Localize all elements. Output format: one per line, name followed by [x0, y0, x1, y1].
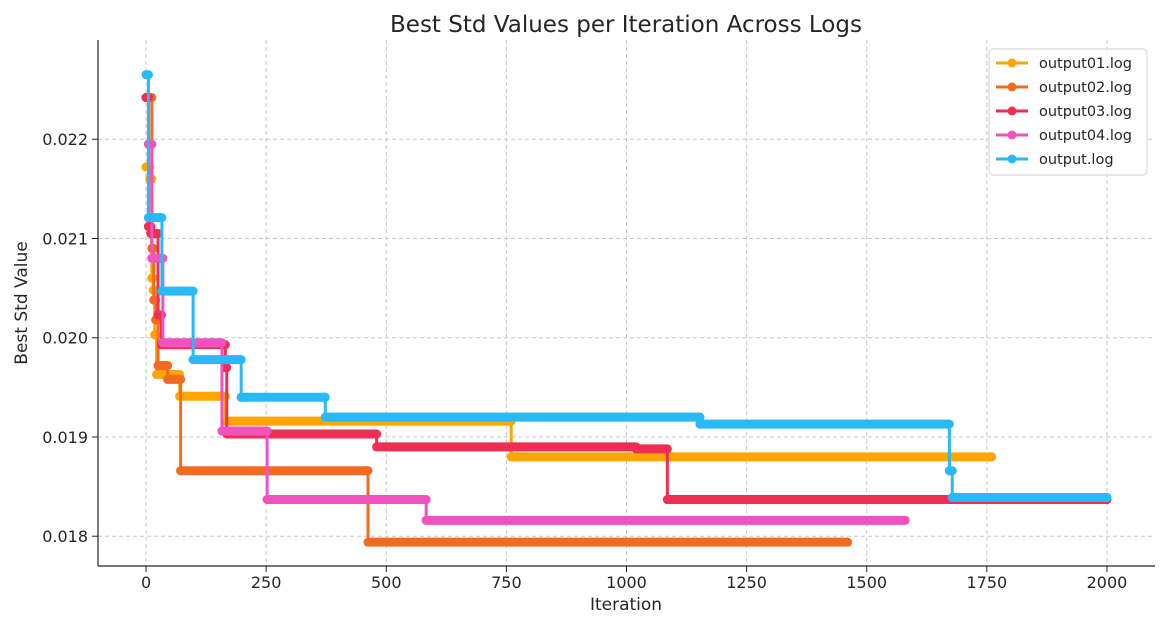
data-point — [147, 253, 157, 263]
x-tick-label: 1750 — [966, 573, 1007, 592]
series-line — [146, 96, 848, 544]
data-point — [152, 369, 162, 379]
x-tick-label: 1250 — [726, 573, 767, 592]
data-point — [235, 355, 245, 365]
data-point — [631, 444, 641, 454]
data-point — [320, 412, 330, 422]
data-point — [319, 392, 329, 402]
series-line — [148, 142, 906, 522]
data-point — [236, 392, 246, 402]
x-tick-label: 250 — [251, 573, 282, 592]
data-point — [944, 466, 954, 476]
data-point — [176, 466, 186, 476]
y-tick-label: 0.021 — [42, 229, 88, 248]
data-point — [163, 374, 173, 384]
ticks: 0 250 500 750 1000 1250 1500 1750 2000 0.018 0.019… — [42, 130, 1127, 592]
series-layer — [141, 70, 1112, 547]
data-point — [943, 419, 953, 429]
legend-item: output01.log — [996, 56, 1132, 72]
x-tick-label: 1000 — [606, 573, 647, 592]
data-point — [372, 442, 382, 452]
data-point — [216, 338, 226, 348]
data-point — [187, 286, 197, 296]
data-point — [420, 495, 430, 505]
legend-label: output01.log — [1039, 56, 1132, 72]
data-point — [153, 361, 163, 371]
series-output02-log — [141, 93, 853, 547]
data-point — [694, 412, 704, 422]
legend-item: output03.log — [996, 104, 1132, 120]
data-point — [363, 537, 373, 547]
legend-swatch-marker — [1007, 82, 1017, 92]
legend-box — [988, 48, 1148, 176]
data-point — [158, 338, 168, 348]
data-point — [141, 70, 151, 80]
legend-swatch-marker — [1007, 154, 1017, 164]
x-tick-label: 0 — [141, 573, 151, 592]
legend-label: output02.log — [1039, 80, 1132, 96]
legend-swatch-marker — [1007, 130, 1017, 140]
data-point — [843, 537, 853, 547]
data-point — [421, 515, 431, 525]
legend: output01.log output02.log output03.log outp… — [988, 48, 1148, 176]
data-point — [217, 426, 227, 436]
x-axis-label: Iteration — [590, 595, 662, 615]
data-point — [157, 286, 167, 296]
legend-label: output.log — [1039, 152, 1114, 168]
y-tick-label: 0.018 — [42, 527, 88, 546]
data-point — [155, 213, 165, 223]
data-point — [261, 426, 271, 436]
x-tick-label: 500 — [371, 573, 402, 592]
data-point — [262, 495, 272, 505]
legend-item: output02.log — [996, 80, 1132, 96]
data-point — [987, 452, 997, 462]
legend-item: output.log — [996, 152, 1114, 168]
data-point — [947, 493, 957, 503]
y-axis-label: Best Std Value — [12, 241, 32, 364]
x-tick-label: 2000 — [1087, 573, 1128, 592]
data-point — [362, 466, 372, 476]
legend-label: output03.log — [1039, 104, 1132, 120]
series-output-log — [141, 70, 1112, 503]
data-point — [188, 355, 198, 365]
series-output04-log — [143, 139, 910, 525]
legend-swatch-marker — [1007, 58, 1017, 68]
y-tick-label: 0.022 — [42, 130, 88, 149]
legend-item: output04.log — [996, 128, 1132, 144]
x-tick-label: 1500 — [846, 573, 887, 592]
y-tick-label: 0.020 — [42, 329, 88, 348]
y-tick-label: 0.019 — [42, 428, 88, 447]
x-tick-label: 750 — [491, 573, 522, 592]
data-point — [149, 295, 159, 305]
legend-label: output04.log — [1039, 128, 1132, 144]
data-point — [506, 452, 516, 462]
data-point — [143, 213, 153, 223]
data-point — [1102, 493, 1112, 503]
chart-title: Best Std Values per Iteration Across Log… — [390, 12, 862, 38]
data-point — [153, 310, 163, 320]
data-point — [900, 515, 910, 525]
data-point — [662, 495, 672, 505]
data-point — [695, 419, 705, 429]
legend-swatch-marker — [1007, 106, 1017, 116]
